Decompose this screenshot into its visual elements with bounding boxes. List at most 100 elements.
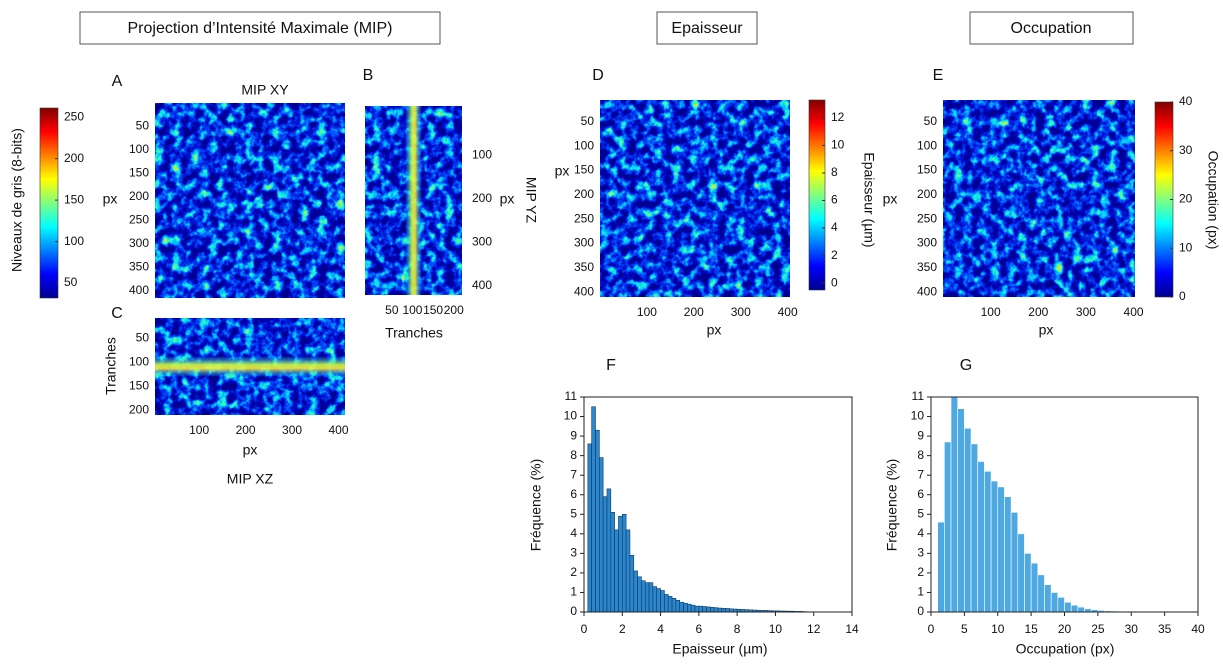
y-tick-label: 300 [917,236,937,250]
x-tick-label: 10 [991,622,1005,636]
y-axis-label: px [883,191,898,207]
bar [1004,497,1011,612]
bar [707,607,711,612]
bar [638,577,642,612]
bar [1078,607,1085,612]
bar [958,409,965,612]
bar [595,430,599,612]
y-tick-label: 400 [129,283,149,297]
colorbar-tick-label: 12 [831,110,845,124]
x-tick-label: 300 [1076,305,1096,319]
y-tick-label: 1 [917,585,924,599]
x-tick-label: 25 [1091,622,1105,636]
colorbar-label: Niveaux de gris (8-bits) [9,128,25,272]
y-tick-label: 350 [129,260,149,274]
x-axis-label: Tranches [385,325,443,341]
bar [645,583,649,612]
y-tick-label: 6 [917,487,924,501]
y-tick-label: 11 [912,389,925,403]
bar [951,397,958,612]
bar [699,606,703,612]
bar [998,487,1005,612]
x-tick-label: 100 [981,305,1001,319]
colorbar-tick-label: 100 [64,234,84,248]
colorbar-tick-label: 30 [1179,143,1193,157]
headers: Projection d’Intensité Maximale (MIP) Ep… [80,12,1133,44]
colorbar [809,100,825,290]
y-tick-label: 400 [917,284,937,298]
y-tick-label: 50 [924,114,938,128]
bar [657,589,661,612]
bar [664,594,668,612]
bar [634,571,638,612]
image [943,100,1135,297]
y-tick-label: 2 [917,565,924,579]
bar [615,530,619,612]
y-axis-label: px [103,191,118,207]
bar [680,602,684,612]
panel-title: MIP XY [241,82,289,98]
bar [944,442,951,612]
bar [676,600,680,612]
bar [618,516,622,612]
header: Occupation [1011,20,1092,37]
x-tick-label: 0 [581,622,588,636]
panel-title: MIP XZ [227,471,274,487]
y-tick-label: 4 [917,526,924,540]
bar [630,555,634,612]
x-tick-label: 300 [282,423,302,437]
colorbar [40,108,58,298]
y-tick-label: 250 [129,213,149,227]
colorbar-tick-label: 10 [1179,240,1193,254]
x-tick-label: 10 [769,622,783,636]
x-tick-label: 200 [444,303,464,317]
bar [726,608,730,612]
colorbar-tick-label: 250 [64,109,84,123]
y-tick-label: 8 [917,448,924,462]
bar [684,603,688,612]
x-tick-label: 2 [619,622,626,636]
y-tick-label: 250 [574,211,594,225]
panel-letter: C [111,305,123,322]
bar [588,444,592,612]
x-tick-label: 200 [684,305,704,319]
x-tick-label: 100 [637,305,657,319]
x-tick-label: 200 [236,423,256,437]
bar [626,530,630,612]
x-tick-label: 5 [961,622,968,636]
y-tick-label: 400 [472,278,492,292]
y-tick-label: 0 [917,604,924,618]
y-tick-label: 250 [917,211,937,225]
y-tick-label: 350 [574,260,594,274]
bar [661,591,665,613]
bar [1038,575,1045,612]
y-tick-label: 7 [917,467,924,481]
y-tick-label: 2 [570,565,577,579]
y-tick-label: 200 [129,189,149,203]
y-tick-label: 0 [570,604,577,618]
x-tick-label: 15 [1024,622,1038,636]
header: Epaisseur [671,20,743,37]
y-tick-label: 100 [574,138,594,152]
x-axis-label: px [1039,322,1054,338]
bar [971,444,978,612]
y-tick-label: 8 [570,448,577,462]
bar [1024,553,1031,612]
panel-letter: G [960,357,972,374]
bar [714,608,718,612]
y-tick-label: 3 [570,546,577,560]
colorbar-tick-label: 8 [831,165,838,179]
bar [938,522,945,612]
header: Projection d’Intensité Maximale (MIP) [128,20,393,37]
y-tick-label: 7 [570,467,577,481]
bar [964,428,971,612]
panel-letter: D [592,67,604,84]
x-tick-label: 0 [928,622,935,636]
x-tick-label: 400 [778,305,798,319]
band [406,106,422,295]
x-tick-label: 20 [1058,622,1072,636]
panel-letter: A [112,73,123,90]
y-tick-label: 150 [129,166,149,180]
bar [703,607,707,612]
